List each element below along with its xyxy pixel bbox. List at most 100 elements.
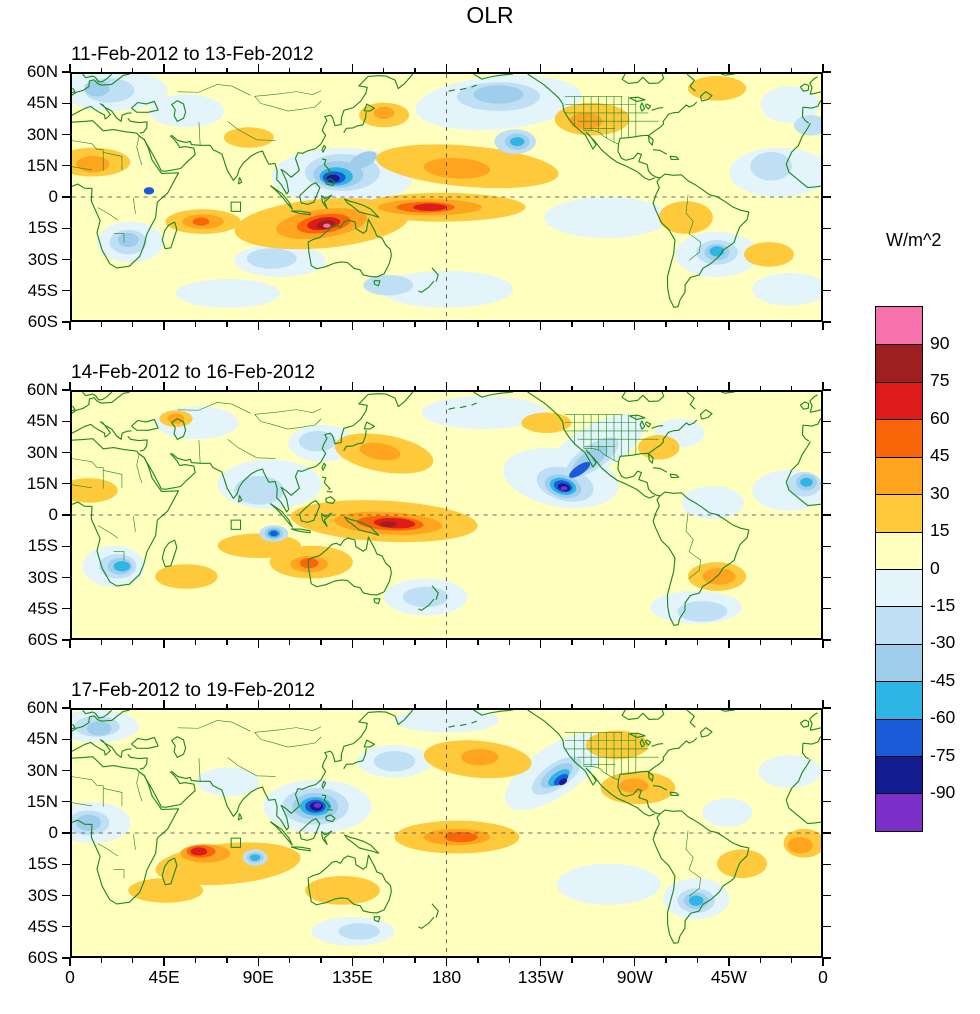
- coastline: [473, 392, 514, 398]
- coastline: [321, 476, 331, 490]
- coastline: [321, 158, 331, 172]
- coastline: [669, 473, 680, 479]
- coastline: [801, 107, 810, 124]
- coastline: [810, 727, 821, 731]
- lon-tick: [320, 385, 322, 390]
- country-border: [227, 121, 276, 141]
- lon-tick: [477, 322, 479, 327]
- coastline: [527, 74, 655, 181]
- coastline: [321, 794, 331, 808]
- country-border: [685, 830, 701, 897]
- lon-tick: [194, 640, 197, 645]
- coastline: [686, 710, 696, 728]
- coastline: [72, 723, 76, 730]
- lon-tick: [163, 700, 165, 708]
- lon-tick: [194, 385, 197, 390]
- country-border: [97, 525, 118, 539]
- coastline: [699, 91, 713, 102]
- lat-tick: [823, 957, 831, 959]
- coastline: [644, 103, 652, 110]
- lat-tick: [62, 832, 70, 834]
- colorbar-tick-label: 60: [930, 407, 950, 428]
- coastline: [418, 916, 435, 929]
- coastline: [320, 830, 333, 846]
- lon-tick: [539, 322, 542, 330]
- coastline: [617, 143, 626, 161]
- lon-tick: [508, 385, 510, 390]
- anomaly-region: [702, 568, 736, 585]
- lon-tick: [414, 385, 416, 390]
- lon-tick: [414, 703, 416, 708]
- lat-tick: [823, 290, 831, 292]
- country-border: [113, 869, 125, 879]
- lon-tick: [69, 958, 71, 966]
- country-border: [136, 135, 143, 166]
- lon-tick: [351, 958, 354, 966]
- coastline: [652, 173, 750, 308]
- lat-tick: [62, 576, 70, 579]
- lat-tick: [62, 926, 70, 928]
- lat-axis-label: 30N: [26, 124, 58, 144]
- anomaly-region: [556, 863, 661, 905]
- country-border: [583, 765, 619, 781]
- lat-tick: [62, 894, 70, 897]
- lon-tick: [790, 703, 793, 708]
- lon-tick: [257, 640, 259, 648]
- coastline: [651, 107, 664, 111]
- lon-tick: [539, 382, 542, 390]
- lon-tick: [602, 958, 605, 963]
- lon-tick: [351, 700, 354, 708]
- lon-tick: [665, 67, 667, 72]
- lat-axis-label: 30S: [27, 885, 58, 905]
- coastline: [320, 194, 333, 210]
- coastline: [448, 407, 455, 410]
- colorbar-segment: [876, 568, 922, 607]
- anomaly-region: [373, 106, 395, 120]
- lat-tick: [823, 483, 831, 485]
- lon-tick: [696, 958, 699, 963]
- country-border: [198, 122, 201, 145]
- anomaly-region: [363, 274, 414, 296]
- colorbar-tick-label: 90: [930, 332, 950, 353]
- lon-tick: [696, 640, 699, 645]
- lon-tick: [445, 64, 448, 72]
- lon-tick: [571, 322, 573, 327]
- coastline: [326, 172, 333, 175]
- map-svg-2: [72, 392, 821, 638]
- coastline: [686, 74, 696, 92]
- coastline: [471, 720, 477, 724]
- lat-tick: [62, 514, 70, 516]
- coastline: [161, 539, 178, 568]
- anomaly-region: [143, 187, 155, 195]
- coastline: [343, 834, 380, 854]
- anomaly-region: [758, 755, 821, 788]
- lon-tick: [226, 385, 228, 390]
- anomaly-region: [76, 814, 102, 831]
- coastline: [810, 91, 821, 95]
- coastline: [527, 710, 655, 817]
- anomaly-region: [687, 76, 747, 101]
- lon-tick: [288, 385, 291, 390]
- map-svg-3: [72, 710, 821, 956]
- lon-tick: [257, 64, 259, 72]
- lat-tick: [62, 71, 70, 73]
- lon-tick: [132, 322, 134, 327]
- coastline: [720, 710, 735, 712]
- lat-tick: [823, 451, 831, 454]
- colorbar-segment: [876, 756, 922, 794]
- coastline: [269, 185, 293, 210]
- lon-tick: [100, 640, 103, 645]
- coastline: [625, 788, 661, 815]
- lat-tick: [62, 420, 70, 422]
- lon-tick: [226, 322, 228, 327]
- country-border: [198, 758, 201, 781]
- lon-tick: [226, 703, 228, 708]
- coastline: [802, 418, 821, 427]
- lat-tick: [62, 165, 70, 167]
- coastline: [326, 490, 333, 493]
- coastline: [269, 821, 293, 846]
- coastline: [652, 809, 750, 944]
- coastline: [290, 210, 311, 216]
- coastline: [326, 808, 333, 811]
- anomaly-region: [76, 156, 110, 173]
